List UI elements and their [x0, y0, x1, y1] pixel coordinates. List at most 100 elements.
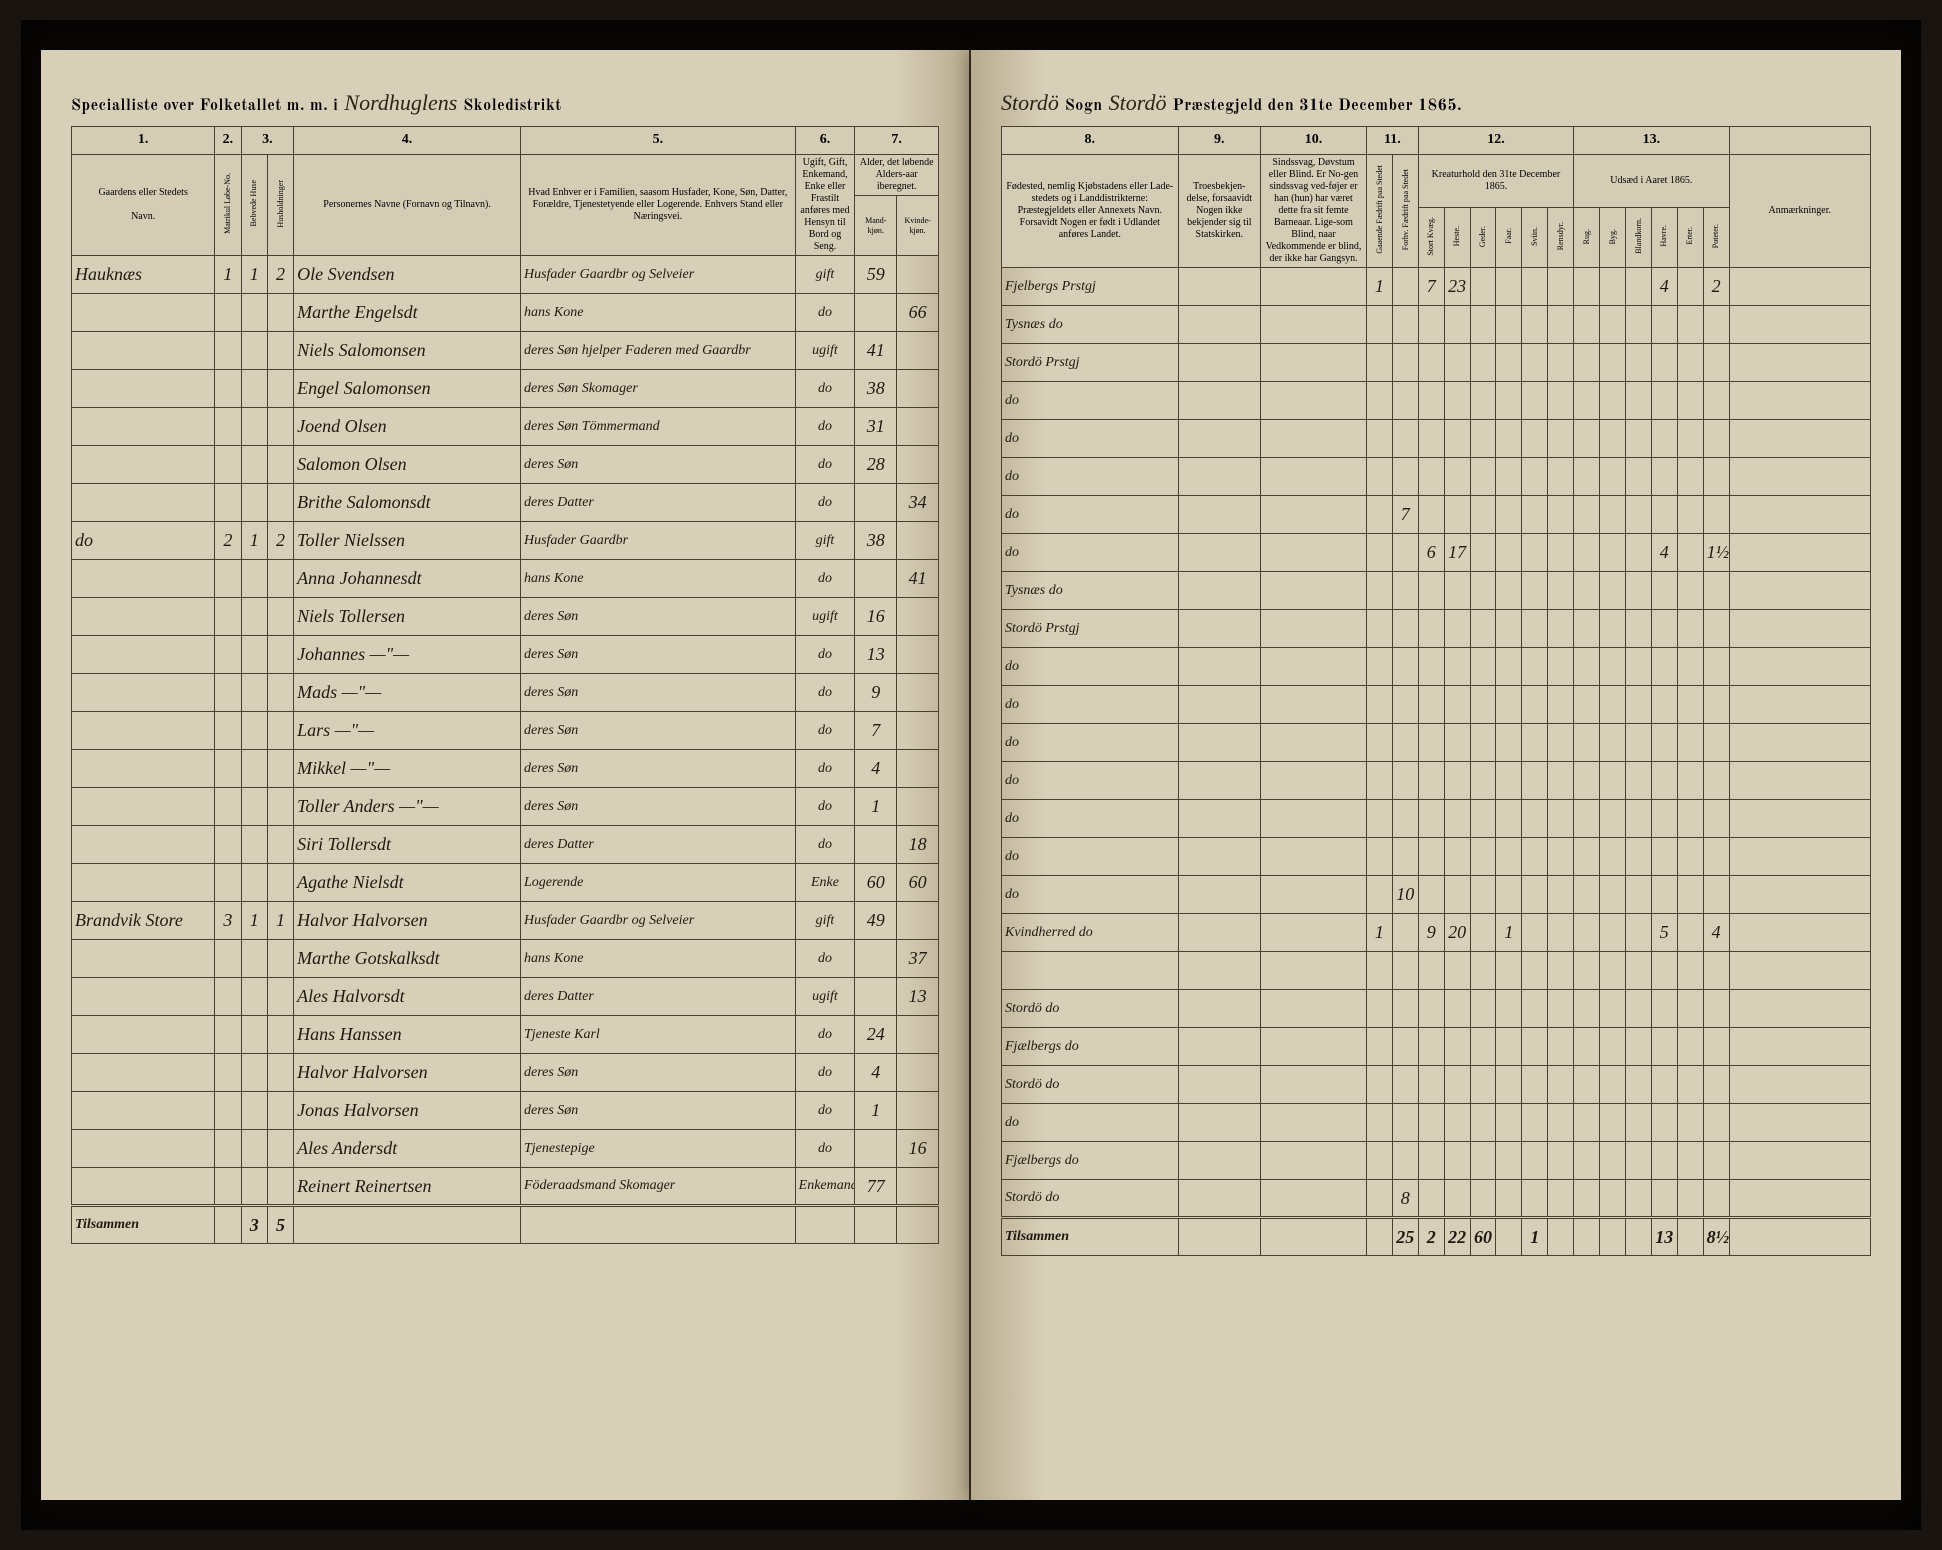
left-table: 1. 2. 3. 4. 5. 6. 7. Gaardens eller Sted…: [71, 126, 939, 1244]
remark-cell: [1729, 914, 1870, 952]
c13f-cell: [1703, 1028, 1729, 1066]
c13e-cell: [1677, 876, 1703, 914]
c13c-cell: [1625, 458, 1651, 496]
table-row: Fjelbergs Prstgj172342: [1002, 268, 1871, 306]
c13c-cell: [1625, 344, 1651, 382]
role-cell: hans Kone: [520, 940, 795, 978]
agem-cell: 7: [855, 712, 897, 750]
c12d-cell: [1496, 344, 1522, 382]
c12c-cell: [1470, 876, 1496, 914]
mar-cell: do: [795, 484, 855, 522]
c11b-cell: [1392, 686, 1418, 724]
remark-cell: [1729, 268, 1870, 306]
birth-cell: Stordö Prstgj: [1002, 344, 1179, 382]
c11b-cell: [1392, 762, 1418, 800]
c12e-cell: [1522, 876, 1548, 914]
mental-cell: [1261, 1066, 1367, 1104]
name-cell: Engel Salomonsen: [294, 370, 521, 408]
agek-cell: [897, 332, 939, 370]
c12f-cell: [1548, 1142, 1574, 1180]
c13b-cell: [1600, 496, 1626, 534]
mental-cell: [1261, 572, 1367, 610]
c13a-cell: [1574, 952, 1600, 990]
c13a-cell: [1574, 458, 1600, 496]
c13a-cell: [1574, 344, 1600, 382]
c12e-cell: [1522, 610, 1548, 648]
relig-cell: [1178, 1066, 1260, 1104]
c11a-cell: [1366, 952, 1392, 990]
name-cell: Siri Tollersdt: [294, 826, 521, 864]
c12e-cell: [1522, 990, 1548, 1028]
c12e-cell: [1522, 534, 1548, 572]
name-cell: Toller Nielssen: [294, 522, 521, 560]
agek-cell: [897, 636, 939, 674]
table-row: Niels Tollersenderes Sønugift16: [72, 598, 939, 636]
c13e-cell: [1677, 686, 1703, 724]
relig-cell: [1178, 268, 1260, 306]
table-row: do: [1002, 648, 1871, 686]
c13f-cell: 1½: [1703, 534, 1729, 572]
hh-cell: [267, 1016, 293, 1054]
c13d-cell: [1651, 344, 1677, 382]
relig-cell: [1178, 838, 1260, 876]
c13a-cell: [1574, 686, 1600, 724]
c12e-cell: [1522, 1066, 1548, 1104]
gaard-cell: [72, 750, 215, 788]
c12e-cell: [1522, 1180, 1548, 1218]
c13a-cell: [1574, 610, 1600, 648]
footer-label-r: Tilsammen: [1002, 1218, 1179, 1256]
relig-cell: [1178, 382, 1260, 420]
c13a-cell: [1574, 800, 1600, 838]
c12a-cell: [1418, 306, 1444, 344]
c13f-cell: [1703, 838, 1729, 876]
c13f-cell: [1703, 458, 1729, 496]
mno-cell: [215, 674, 241, 712]
c12f-cell: [1548, 458, 1574, 496]
col-8: 8.: [1002, 127, 1179, 155]
gaard-cell: do: [72, 522, 215, 560]
c11a-cell: [1366, 876, 1392, 914]
agem-cell: [855, 560, 897, 598]
table-row: do: [1002, 686, 1871, 724]
c12d-cell: [1496, 268, 1522, 306]
agek-cell: [897, 750, 939, 788]
c12b-cell: [1444, 306, 1470, 344]
name-cell: Marthe Gotskalksdt: [294, 940, 521, 978]
mental-cell: [1261, 458, 1367, 496]
c12c-cell: [1470, 1104, 1496, 1142]
c13e-cell: [1677, 762, 1703, 800]
c13a-cell: [1574, 838, 1600, 876]
c12b-cell: [1444, 1028, 1470, 1066]
table-row: Joend Olsenderes Søn Tömmermanddo31: [72, 408, 939, 446]
mar-cell: ugift: [795, 978, 855, 1016]
hus-cell: [241, 978, 267, 1016]
table-row: Tysnæs do: [1002, 306, 1871, 344]
right-thead: 8. 9. 10. 11. 12. 13. Fødested, nemlig K…: [1002, 127, 1871, 268]
h3: Bebvede Huse: [241, 155, 267, 256]
c13c-cell: [1625, 1104, 1651, 1142]
c13f-cell: [1703, 952, 1729, 990]
c13d-cell: [1651, 496, 1677, 534]
hh-cell: [267, 674, 293, 712]
c13a-cell: [1574, 534, 1600, 572]
left-footer-row: Tilsammen 3 5: [72, 1206, 939, 1244]
c13e-cell: [1677, 572, 1703, 610]
c13e-cell: [1677, 458, 1703, 496]
c13b-cell: [1600, 800, 1626, 838]
remark-cell: [1729, 762, 1870, 800]
h7a: Mand-kjøn.: [855, 196, 897, 256]
agem-cell: [855, 826, 897, 864]
c12b-cell: [1444, 572, 1470, 610]
c12d-cell: [1496, 306, 1522, 344]
mno-cell: [215, 370, 241, 408]
mno-cell: [215, 484, 241, 522]
c13f-cell: [1703, 1066, 1729, 1104]
c12b-cell: [1444, 952, 1470, 990]
name-cell: Johannes —"—: [294, 636, 521, 674]
remark-cell: [1729, 1028, 1870, 1066]
mental-cell: [1261, 876, 1367, 914]
name-cell: Mikkel —"—: [294, 750, 521, 788]
c13d-cell: [1651, 952, 1677, 990]
c13d-cell: 4: [1651, 268, 1677, 306]
c12a-cell: [1418, 952, 1444, 990]
